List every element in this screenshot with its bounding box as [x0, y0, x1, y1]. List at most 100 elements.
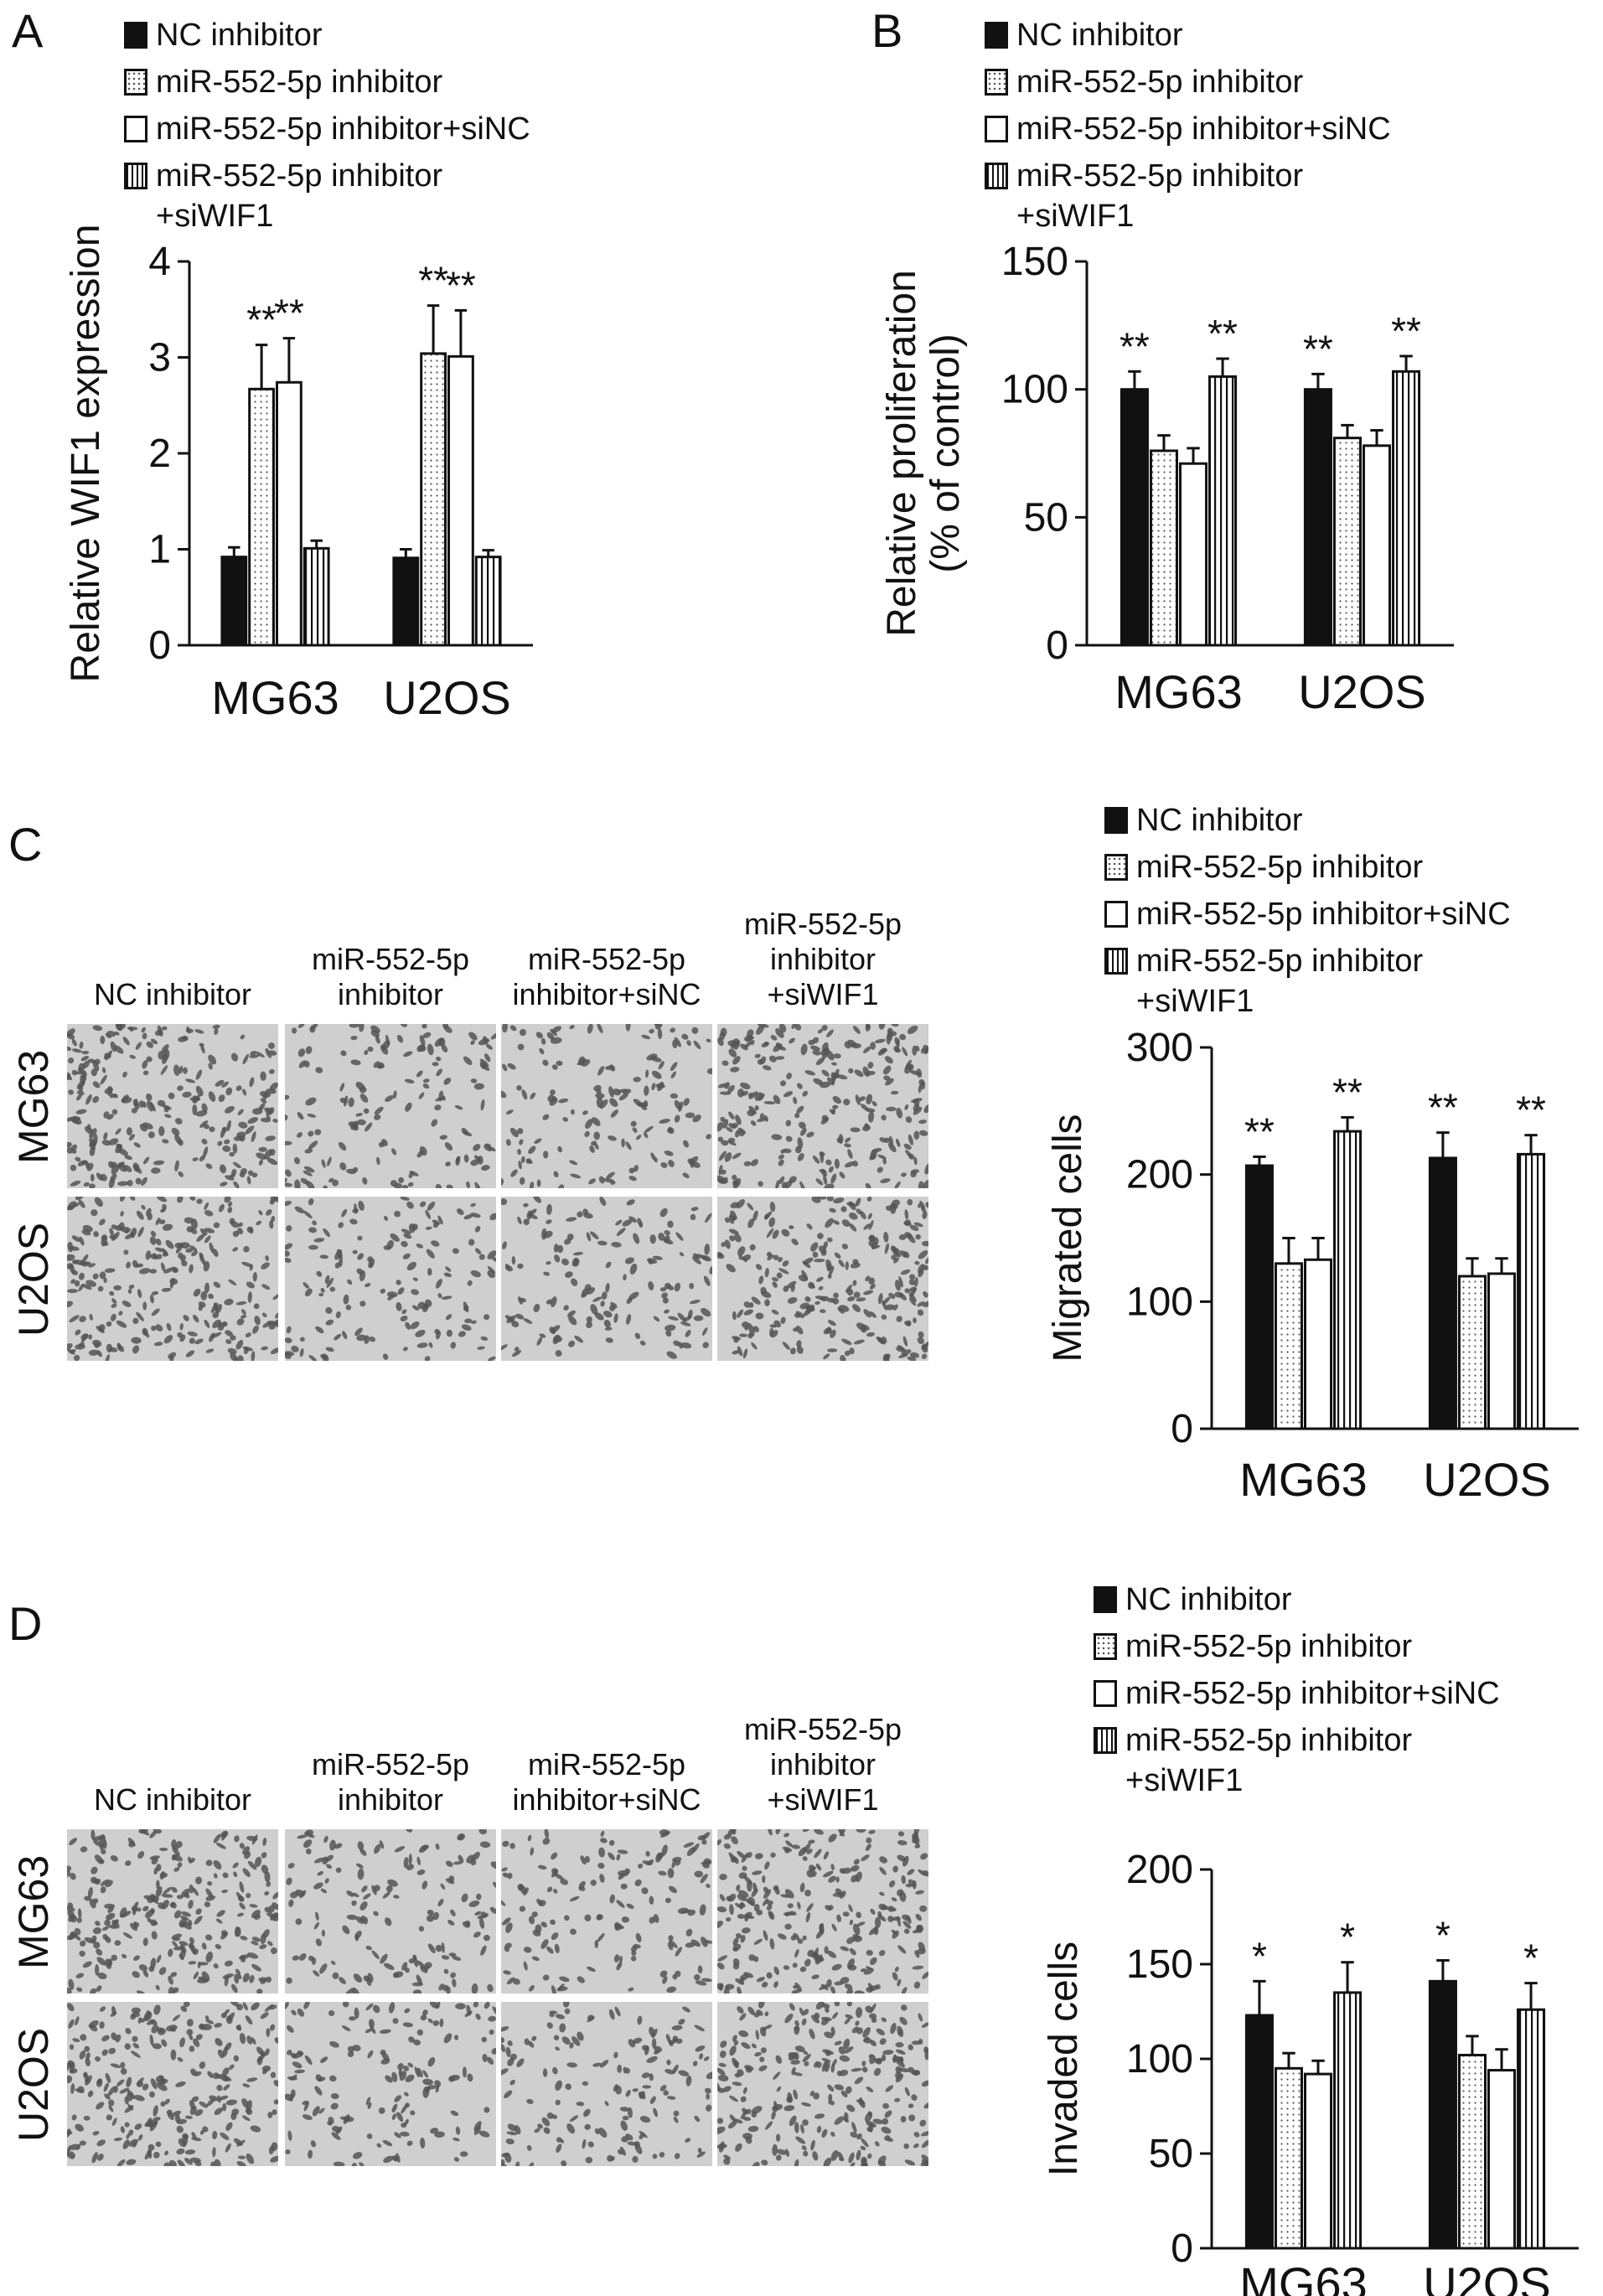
panel-letter-b: B	[871, 4, 903, 57]
micrograph-tile	[717, 1829, 928, 1993]
bar	[1333, 1991, 1363, 2250]
significance-marker: **	[1207, 312, 1238, 355]
significance-marker: **	[1428, 1086, 1458, 1130]
y-tick-label: 300	[1126, 1026, 1193, 1070]
bar	[1333, 1130, 1363, 1430]
micrograph-tile	[717, 2002, 928, 2166]
bar	[1457, 1275, 1487, 1430]
column-header: miR-552-5p inhibitor +siWIF1	[743, 907, 902, 1011]
category-label: MG63	[211, 671, 339, 724]
bar	[1487, 2069, 1517, 2250]
legend-swatch-solid	[985, 22, 1008, 49]
row-header: U2OS	[10, 1222, 57, 1337]
y-tick-label: 100	[1126, 2037, 1193, 2081]
micrograph-grid-d: NC inhibitor miR-552-5p inhibitor miR-552-…	[0, 1655, 964, 2166]
legend-item: miR-552-5p inhibitor+siNC	[124, 109, 530, 156]
legend-item: miR-552-5p inhibitor+siNC	[1104, 894, 1511, 941]
panel-letter-a: A	[12, 4, 44, 57]
bar	[220, 556, 248, 647]
y-tick-label: 0	[1171, 2226, 1193, 2271]
micrograph-tile	[501, 2002, 712, 2166]
legend-item: miR-552-5p inhibitor+siNC	[985, 109, 1391, 156]
legend-swatch-striped	[1104, 948, 1128, 975]
y-tick-label: 50	[1149, 2132, 1193, 2176]
significance-marker: **	[418, 259, 448, 303]
legend-item: NC inhibitor	[124, 15, 530, 62]
y-tick-label: 150	[1001, 240, 1068, 284]
category-label: U2OS	[1423, 1453, 1551, 1506]
bar	[1428, 1156, 1457, 1430]
bar	[474, 556, 502, 647]
y-tick-label: 0	[1046, 623, 1068, 668]
y-tick-label: 200	[1126, 1153, 1193, 1197]
legend-swatch-dotted	[124, 69, 147, 96]
significance-marker: **	[274, 292, 304, 335]
legend-item: miR-552-5p inhibitor	[124, 62, 530, 109]
column-header: miR-552-5p inhibitor	[311, 942, 470, 1011]
y-tick-label: 0	[1171, 1407, 1193, 1451]
y-tick-label: 0	[148, 623, 171, 668]
category-label: U2OS	[1423, 2257, 1551, 2296]
y-tick-label: 3	[148, 336, 171, 380]
micrograph-tile	[285, 1829, 496, 1993]
legend-item: NC inhibitor	[1104, 800, 1511, 847]
legend-item: NC inhibitor	[1094, 1580, 1500, 1626]
column-header: NC inhibitor	[93, 977, 252, 1011]
micrograph-tile	[285, 2002, 496, 2166]
bar	[1208, 375, 1238, 647]
y-tick-label: 2	[148, 432, 171, 476]
bar	[303, 546, 330, 647]
y-axis-label: Migrated cells	[1046, 1114, 1090, 1362]
significance-marker: *	[1252, 1934, 1267, 1978]
row-header: MG63	[10, 1049, 57, 1164]
bar	[1149, 449, 1178, 647]
micrograph-tile	[501, 1197, 712, 1361]
legend-d: NC inhibitor miR-552-5p inhibitor miR-55…	[1094, 1580, 1500, 1804]
bar	[1428, 1979, 1457, 2250]
legend-swatch-open	[124, 116, 147, 142]
micrograph-tile	[501, 1829, 712, 1993]
column-header: NC inhibitor	[93, 1782, 252, 1817]
y-tick-label: 200	[1126, 1848, 1193, 1892]
legend-b: NC inhibitor miR-552-5p inhibitor miR-55…	[985, 15, 1391, 240]
legend-item: NC inhibitor	[985, 15, 1391, 62]
column-header: miR-552-5p inhibitor+siNC	[512, 1747, 701, 1817]
y-axis-label: (% of control)	[923, 334, 968, 572]
bar	[1517, 2008, 1546, 2250]
legend-item: miR-552-5p inhibitor +siWIF1	[1094, 1720, 1500, 1804]
category-label: MG63	[1239, 1453, 1368, 1506]
category-label: MG63	[1114, 665, 1243, 718]
y-axis-label: Relative proliferation	[880, 270, 924, 637]
row-header: U2OS	[10, 2027, 57, 2142]
legend-swatch-solid	[124, 22, 147, 49]
legend-item: miR-552-5p inhibitor +siWIF1	[124, 156, 530, 240]
bar	[1179, 462, 1208, 647]
significance-marker: *	[1435, 1913, 1450, 1957]
bar	[1304, 1258, 1333, 1430]
row-header: MG63	[10, 1854, 57, 1969]
bar	[1304, 2072, 1333, 2250]
bar	[1244, 1164, 1274, 1430]
micrograph-grid-c: NC inhibitor miR-552-5p inhibitor miR-552-…	[0, 880, 964, 1383]
micrograph-tile	[67, 2002, 278, 2166]
significance-marker: **	[1391, 309, 1421, 353]
legend-item: miR-552-5p inhibitor	[1104, 847, 1511, 894]
bar	[1457, 2053, 1487, 2250]
bar	[447, 354, 474, 647]
micrograph-tile	[285, 1197, 496, 1361]
micrograph-tile	[67, 1024, 278, 1188]
bar	[1274, 2066, 1303, 2250]
category-label: U2OS	[383, 671, 511, 724]
category-label: MG63	[1239, 2257, 1368, 2296]
significance-marker: *	[1340, 1916, 1355, 1959]
y-tick-label: 100	[1126, 1280, 1193, 1324]
micrograph-tile	[717, 1024, 928, 1188]
bar	[248, 387, 276, 647]
legend-c: NC inhibitor miR-552-5p inhibitor miR-55…	[1104, 800, 1511, 1025]
legend-swatch-solid	[1104, 807, 1128, 834]
legend-swatch-open	[985, 116, 1008, 142]
bar	[1274, 1262, 1303, 1430]
bar	[1487, 1272, 1517, 1430]
legend-swatch-dotted	[1104, 854, 1128, 881]
